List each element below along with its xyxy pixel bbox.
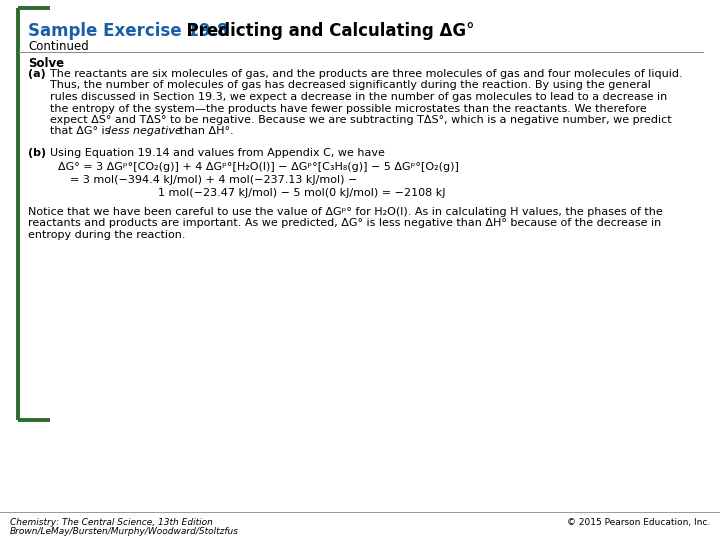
Text: = 3 mol(−394.4 kJ/mol) + 4 mol(−237.13 kJ/mol) −: = 3 mol(−394.4 kJ/mol) + 4 mol(−237.13 k… [70, 175, 357, 185]
Text: rules discussed in Section 19.3, we expect a decrease in the number of gas molec: rules discussed in Section 19.3, we expe… [50, 92, 667, 102]
Text: The reactants are six molecules of gas, and the products are three molecules of : The reactants are six molecules of gas, … [50, 69, 683, 79]
Text: 1 mol(−23.47 kJ/mol) − 5 mol(0 kJ/mol) = −2108 kJ: 1 mol(−23.47 kJ/mol) − 5 mol(0 kJ/mol) =… [158, 187, 446, 198]
Text: Predicting and Calculating ΔG°: Predicting and Calculating ΔG° [175, 22, 474, 40]
Text: than ΔH°.: than ΔH°. [176, 126, 233, 137]
Text: Solve: Solve [28, 57, 64, 70]
Text: Notice that we have been careful to use the value of ΔGᵖ° for H₂O(l). As in calc: Notice that we have been careful to use … [28, 207, 662, 217]
Text: (a): (a) [28, 69, 46, 79]
Text: reactants and products are important. As we predicted, ΔG° is less negative than: reactants and products are important. As… [28, 219, 661, 228]
Text: expect ΔS° and TΔS° to be negative. Because we are subtracting TΔS°, which is a : expect ΔS° and TΔS° to be negative. Beca… [50, 115, 672, 125]
Text: Using Equation 19.14 and values from Appendix C, we have: Using Equation 19.14 and values from App… [50, 148, 385, 158]
Text: entropy during the reaction.: entropy during the reaction. [28, 230, 186, 240]
Text: Chemistry: The Central Science, 13th Edition: Chemistry: The Central Science, 13th Edi… [10, 518, 213, 527]
Text: less negative: less negative [108, 126, 182, 137]
Text: the entropy of the system—the products have fewer possible microstates than the : the entropy of the system—the products h… [50, 104, 647, 113]
Text: Sample Exercise 19.8: Sample Exercise 19.8 [28, 22, 228, 40]
Text: Continued: Continued [28, 40, 89, 53]
Text: Brown/LeMay/Bursten/Murphy/Woodward/Stoltzfus: Brown/LeMay/Bursten/Murphy/Woodward/Stol… [10, 527, 239, 536]
Text: Thus, the number of molecules of gas has decreased significantly during the reac: Thus, the number of molecules of gas has… [50, 80, 651, 91]
Text: that ΔG° is: that ΔG° is [50, 126, 114, 137]
Text: ΔG° = 3 ΔGᵖ°[CO₂(g)] + 4 ΔGᵖ°[H₂O(l)] − ΔGᵖ°[C₃H₈(g)] − 5 ΔGᵖ°[O₂(g)]: ΔG° = 3 ΔGᵖ°[CO₂(g)] + 4 ΔGᵖ°[H₂O(l)] − … [58, 163, 459, 172]
Text: © 2015 Pearson Education, Inc.: © 2015 Pearson Education, Inc. [567, 518, 710, 527]
Text: (b): (b) [28, 148, 46, 158]
